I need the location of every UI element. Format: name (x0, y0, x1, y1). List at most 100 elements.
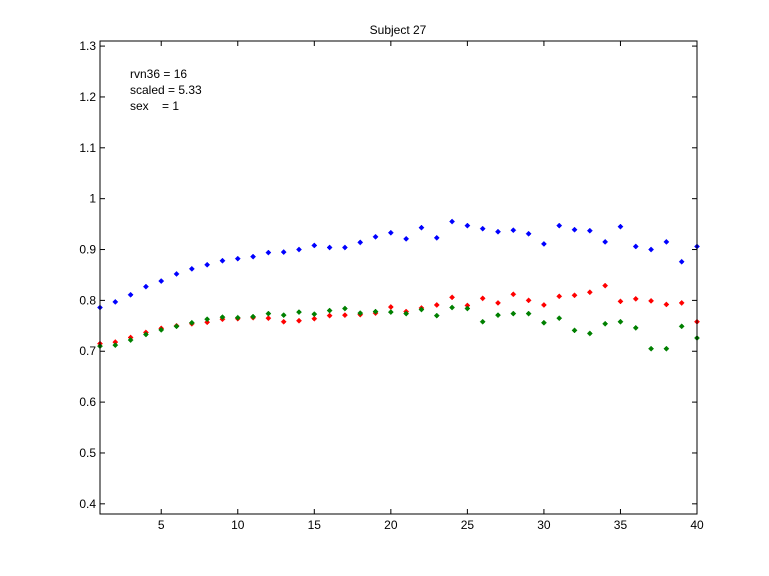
data-point (265, 249, 272, 256)
data-point (479, 225, 486, 232)
x-tick-label: 30 (537, 518, 551, 532)
data-point (617, 318, 624, 325)
x-tick-label: 15 (308, 518, 322, 532)
data-point (648, 297, 655, 304)
series-0 (97, 218, 700, 311)
data-point (265, 310, 272, 317)
data-point (663, 345, 670, 352)
axis-ticks: 5 10 15 20 25 30 35 40 0.4 0.5 0.6 0.7 0.8 0.9 1 1.1 1.2… (79, 39, 704, 532)
y-tick-label: 0.5 (79, 446, 96, 460)
data-point (525, 230, 532, 237)
data-point (296, 246, 302, 253)
data-point (234, 255, 241, 262)
data-point (433, 312, 440, 319)
data-point (586, 289, 593, 296)
plot-area (100, 41, 697, 514)
y-tick-label: 1 (89, 192, 96, 206)
data-point (586, 330, 593, 337)
data-point (433, 234, 440, 241)
data-point (204, 261, 211, 268)
data-point (341, 244, 348, 251)
data-point (250, 253, 257, 260)
y-tick-label: 0.8 (79, 293, 96, 307)
data-point (188, 265, 195, 272)
data-point (296, 317, 302, 324)
data-point (112, 298, 119, 305)
data-point (571, 327, 578, 334)
y-tick-label: 1.2 (79, 90, 96, 104)
plot-frame (99, 40, 698, 515)
data-point (433, 302, 440, 308)
data-point (449, 294, 456, 301)
data-point (540, 240, 547, 247)
data-point (617, 298, 624, 305)
series-2 (97, 304, 700, 352)
data-point (648, 345, 655, 352)
data-point (556, 222, 563, 229)
data-point (403, 235, 410, 242)
x-tick-label: 40 (690, 518, 704, 532)
y-tick-label: 1.3 (79, 39, 96, 53)
data-point (617, 223, 624, 230)
data-point (495, 312, 501, 319)
data-point (341, 305, 348, 312)
data-point (387, 309, 394, 316)
y-tick-label: 0.6 (79, 395, 96, 409)
data-point (357, 239, 364, 246)
annotation-scaled: scaled = 5.33 (130, 83, 202, 97)
data-point (357, 310, 364, 317)
data-point (127, 337, 134, 344)
data-point (556, 315, 563, 322)
data-point (311, 242, 318, 249)
chart-title: Subject 27 (370, 23, 427, 37)
data-point (158, 278, 165, 285)
data-point (632, 295, 639, 302)
data-point (265, 315, 272, 322)
data-point (556, 293, 563, 300)
data-point (510, 310, 517, 317)
data-point (418, 224, 425, 231)
data-point (403, 310, 410, 317)
data-point (663, 301, 670, 308)
data-point (372, 308, 379, 315)
data-point (387, 229, 394, 236)
data-point (449, 218, 456, 225)
data-point (602, 282, 609, 289)
data-point (250, 313, 257, 320)
data-point (326, 307, 333, 314)
data-point (234, 314, 241, 321)
annotation-sex: sex = 1 (130, 99, 179, 113)
data-point (525, 310, 532, 317)
data-point (418, 306, 425, 313)
data-point (663, 238, 670, 245)
data-point (326, 244, 333, 251)
data-point (510, 291, 517, 298)
data-point (678, 299, 685, 306)
data-point (495, 299, 501, 306)
data-point (602, 320, 609, 327)
data-point (173, 270, 180, 277)
data-point (204, 319, 211, 326)
data-point (219, 257, 226, 264)
x-tick-label: 25 (461, 518, 475, 532)
y-tick-label: 0.4 (79, 497, 96, 511)
data-point (571, 292, 578, 299)
x-tick-label: 35 (614, 518, 628, 532)
data-point (648, 246, 655, 253)
data-point (142, 331, 149, 338)
data-point (188, 319, 195, 326)
data-point (112, 342, 119, 349)
data-point (158, 326, 165, 333)
y-tick-label: 1.1 (79, 141, 96, 155)
data-point (341, 312, 348, 319)
data-point (280, 318, 287, 325)
data-point (525, 297, 532, 304)
data-point (495, 228, 501, 235)
data-point (173, 323, 180, 330)
data-marks (97, 218, 700, 352)
data-point (372, 233, 379, 240)
data-point (586, 227, 593, 234)
data-point (540, 302, 547, 308)
data-point (540, 319, 547, 326)
